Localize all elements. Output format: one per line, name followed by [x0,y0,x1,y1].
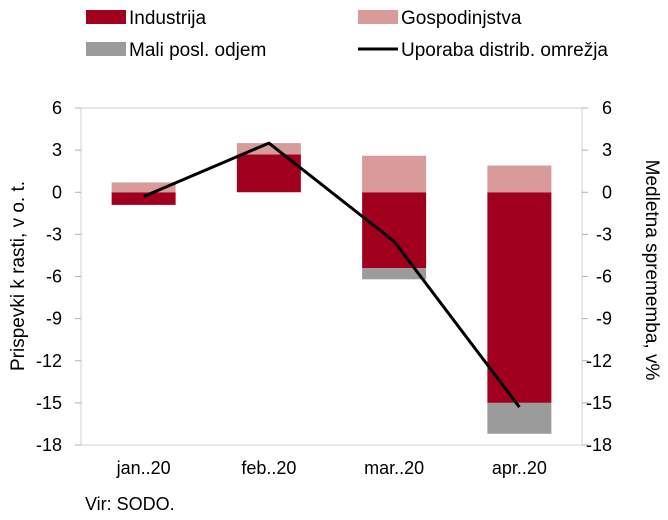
bar-gospodinjstva-mar-20 [362,155,427,193]
left-axis-ticks: 6 3 0 -3 -6 -9 -12 -15 -18 [36,98,81,455]
category-label-feb-20: feb..20 [241,458,296,478]
right-tick-label: 3 [602,140,612,160]
legend-label-gospodinjstva: Gospodinjstva [401,8,522,29]
right-axis-ticks: 6 3 0 -3 -6 -9 -12 -15 -18 [582,98,612,455]
legend-swatch-mali-posl-odjem [86,42,126,56]
legend-label-industrija: Industrija [129,8,207,29]
left-tick-label: -12 [36,351,62,371]
left-tick-label: -3 [46,224,62,244]
bar-industrija-jan-20 [111,192,176,205]
line-uporaba-distrib-omrezja [143,141,521,408]
y-axis-title: Prispevki k rasti, v o. t. [8,181,29,371]
right-tick-label: -6 [596,267,612,287]
legend-swatch-industrija [86,10,126,24]
right-tick-label: -12 [586,351,612,371]
legend-swatch-gospodinjstva [358,10,398,24]
legend-label-mali-posl-odjem: Mali posl. odjem [129,40,266,61]
left-tick-label: -18 [36,435,62,455]
category-label-mar-20: mar..20 [364,458,424,478]
left-tick-label: 3 [52,140,62,160]
category-label-jan-20: jan..20 [116,458,171,478]
category-label-apr-20: apr..20 [492,458,547,478]
bar-gospodinjstva-feb-20 [236,143,301,155]
legend-label-uporaba-distrib-omrezja: Uporaba distrib. omrežja [401,40,608,61]
right-tick-label: -3 [596,224,612,244]
left-tick-label: -6 [46,267,62,287]
right-tick-label: -18 [586,435,612,455]
right-tick-label: 6 [602,98,612,118]
line-series [143,141,521,408]
bar-industrija-apr-20 [487,192,552,403]
right-tick-label: -15 [586,393,612,413]
bar-gospodinjstva-apr-20 [487,165,552,193]
right-tick-label: -9 [596,309,612,329]
left-tick-label: 6 [52,98,62,118]
bar-gospodinjstva-jan-20 [111,182,176,193]
category-labels: jan..20 feb..20 mar..20 apr..20 [116,458,547,478]
left-tick-label: 0 [52,182,62,202]
bars [111,143,552,434]
source-note: Vir: SODO. [85,494,175,514]
left-tick-label: -15 [36,393,62,413]
left-tick-label: -9 [46,309,62,329]
right-tick-label: 0 [602,182,612,202]
bar-mali-posl-odjem-apr-20 [487,402,552,434]
bar-industrija-mar-20 [362,192,427,269]
bar-mali-posl-odjem-mar-20 [362,268,427,280]
legend: Industrija Gospodinjstva Mali posl. odjem U… [86,8,608,61]
y2-axis-title: Medletna sprememba, v% [641,160,662,381]
